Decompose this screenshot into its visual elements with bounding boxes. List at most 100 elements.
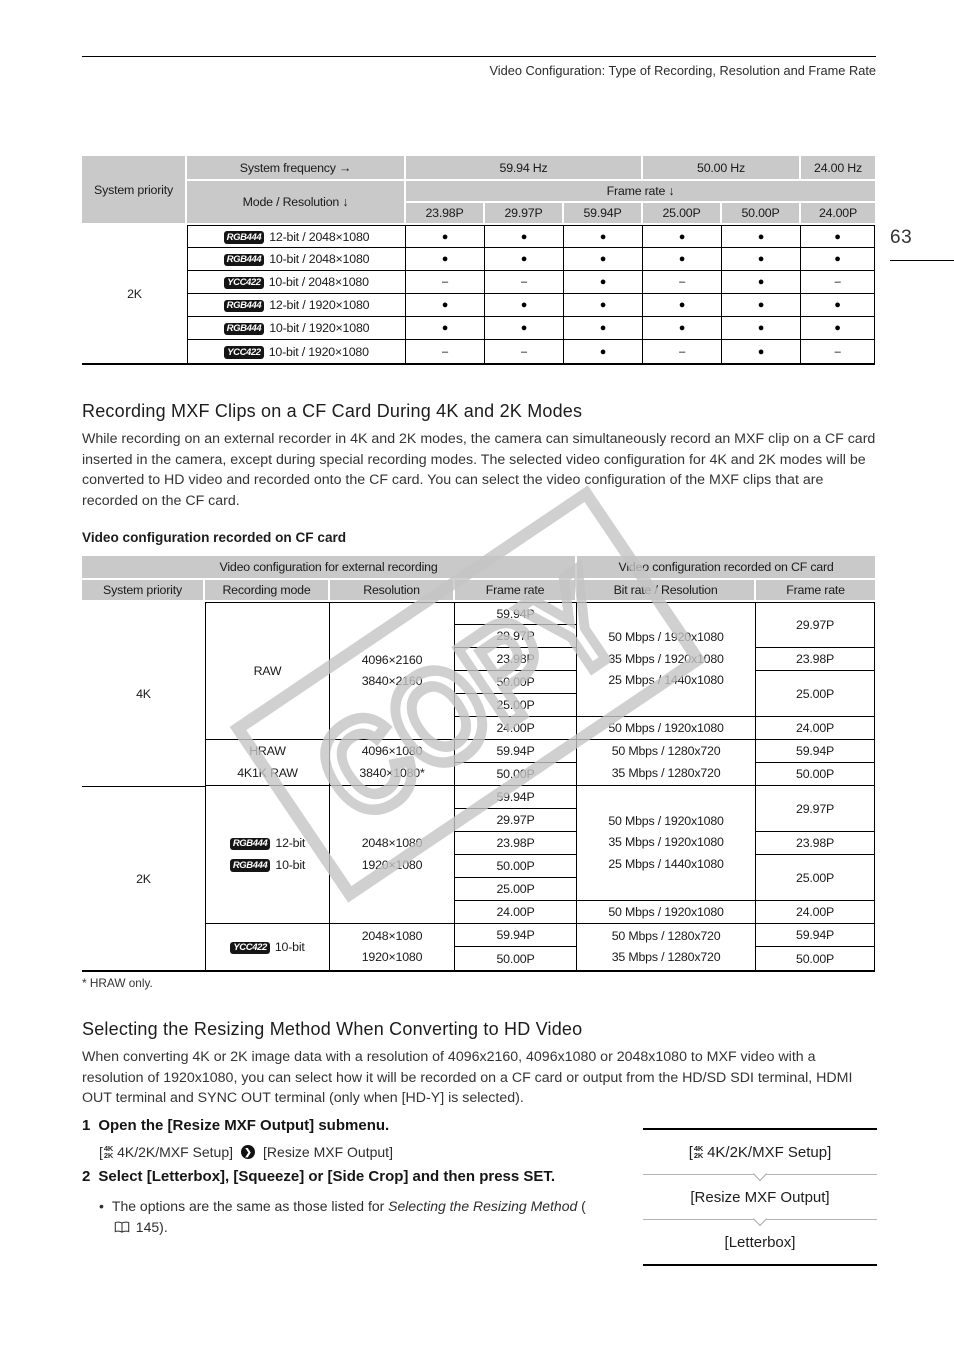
cf-frame-rate-cell: 23.98P [756,648,876,671]
frame-rate-cell: 59.94P [455,602,578,625]
menu-path-box: [ 4K 2K 4K/2K/MXF Setup] [Resize MXF Out… [643,1128,877,1266]
format-badge: RGB444 [229,837,271,850]
col-header: Frame rate [756,580,876,602]
col-header: Bit rate / Resolution [577,580,757,602]
cf-frame-rate-cell: 25.00P [756,855,876,901]
cf-frame-rate-cell: 59.94P [756,924,876,947]
step-number: 2 [82,1168,91,1185]
rate-col-header: 59.94P [564,203,644,225]
support-cell: – [643,340,723,363]
support-cell: ● [722,271,802,294]
menu-box-item: [Resize MXF Output] [690,1188,830,1206]
footnote: * HRAW only. [82,976,153,990]
col-header: Frame rate [455,580,578,602]
rate-col-header: 50.00P [722,203,802,225]
support-cell: ● [564,317,644,340]
step-2: 2 Select [Letterbox], [Squeeze] or [Side… [82,1168,555,1185]
step-1: 1 Open the [Resize MXF Output] submenu. [82,1117,389,1134]
menu-box-item: [ 4K 2K 4K/2K/MXF Setup] [688,1143,832,1161]
section-heading: Recording MXF Clips on a CF Card During … [82,401,583,421]
support-cell: ● [722,340,802,363]
format-badge: RGB444 [223,322,265,335]
frame-rate-cell: 25.00P [455,878,578,901]
mode-cell: RGB444 10-bit / 2048×1080 [187,248,406,271]
step-text: Select [Letterbox], [Squeeze] or [Side C… [98,1168,556,1185]
support-cell: ● [485,248,564,271]
next-arrow-icon: ❯ [241,1145,256,1159]
frame-rate-cell: 29.97P [455,809,578,832]
priority-cell: 2K [127,287,142,301]
bitrate-cell: 50 Mbps / 1920x1080 [577,901,757,924]
support-cell: ● [406,317,485,340]
frame-rate-cell: 50.00P [455,947,578,970]
book-reference-icon [114,1221,130,1233]
cf-frame-rate-cell: 25.00P [756,671,876,717]
frame-rate-cell: 50.00P [455,855,578,878]
support-cell: – [801,271,876,294]
table-caption: Video configuration recorded on CF card [82,530,347,545]
bit-depth: 10-bit [275,857,306,872]
frame-rate-header: Frame rate ↓ [406,181,876,203]
support-cell: ● [485,225,564,248]
frame-rate-cell: 59.94P [455,786,578,809]
reference-title: Selecting the Resizing Method [388,1198,578,1214]
format-badge: RGB444 [223,253,265,266]
bracket: [ [99,1144,103,1160]
bitrate-cell: 50 Mbps / 1280x720 35 Mbps / 1280x720 [577,740,757,786]
support-cell: ● [564,248,644,271]
mode-cell: YCC422 10-bit / 1920×1080 [187,340,406,363]
support-cell: ● [406,294,485,317]
frame-rate-cell: 24.00P [455,717,578,740]
bracket: [ [688,1143,693,1161]
support-cell: – [406,340,485,363]
page-number-rule [890,260,954,261]
mode-cell: RGB444 10-bit / 1920×1080 [187,317,406,340]
support-cell: ● [406,248,485,271]
step-text: Open the [Resize MXF Output] submenu. [98,1117,390,1134]
support-cell: – [643,271,723,294]
support-cell: ● [722,317,802,340]
format-badge: RGB444 [223,231,265,244]
cf-frame-rate-cell: 59.94P [756,740,876,763]
cf-table: Video configuration for external recordi… [82,556,876,970]
cf-frame-rate-cell: 24.00P [756,901,876,924]
mode-label: 10-bit / 2048×1080 [268,275,369,289]
support-cell: ● [722,248,802,271]
support-cell: ● [485,317,564,340]
cf-table-wrapper: Video configuration for external recordi… [82,556,876,972]
format-badge: YCC422 [224,276,264,289]
resolution-cell: 4096×1080 3840×1080* [330,740,455,786]
support-cell: – [406,271,485,294]
bitrate-cell: 50 Mbps / 1920x1080 35 Mbps / 1920x1080 … [577,786,757,901]
resolution-cell: 4096×2160 3840×2160 [330,602,455,740]
frame-rate-cell: 23.98P [455,648,578,671]
support-cell: ● [722,294,802,317]
frame-rate-cell: 59.94P [455,924,578,947]
col-header: Recording mode [205,580,330,602]
cf-frame-rate-cell: 50.00P [756,947,876,970]
header-rule [82,56,876,57]
format-badge: YCC422 [230,941,270,954]
bitrate-cell: 50 Mbps / 1280x720 35 Mbps / 1280x720 [577,924,757,970]
support-cell: ● [564,294,644,317]
support-cell: – [801,340,876,363]
freq-5994: 59.94 Hz [406,156,644,181]
section-body: When converting 4K or 2K image data with… [82,1049,853,1107]
frequency-table: System priority System frequency → 59.94… [82,156,876,363]
recording-mode-cell: YCC422 10-bit [205,924,330,970]
support-cell: ● [485,294,564,317]
cf-frame-rate-cell: 50.00P [756,763,876,786]
section-heading: Selecting the Resizing Method When Conve… [82,1019,583,1039]
freq-2400: 24.00 Hz [801,156,876,181]
mode-cell: YCC422 10-bit / 2048×1080 [187,271,406,294]
frame-rate-cell: 50.00P [455,763,578,786]
frequency-table-wrapper: System priority System frequency → 59.94… [82,156,876,365]
menu-item: 4K/2K/MXF Setup] [117,1144,234,1160]
support-cell: ● [801,294,876,317]
support-cell: ● [643,225,723,248]
menu-box-item: [Letterbox] [724,1233,796,1251]
mode-cell: RGB444 12-bit / 2048×1080 [187,225,406,248]
bitrate-cell: 50 Mbps / 1920x1080 35 Mbps / 1920x1080 … [577,602,757,717]
recording-mode-cell: HRAW 4K1K RAW [205,740,330,786]
recording-mode-cell: RGB444 12-bit RGB444 10-bit [205,786,330,924]
